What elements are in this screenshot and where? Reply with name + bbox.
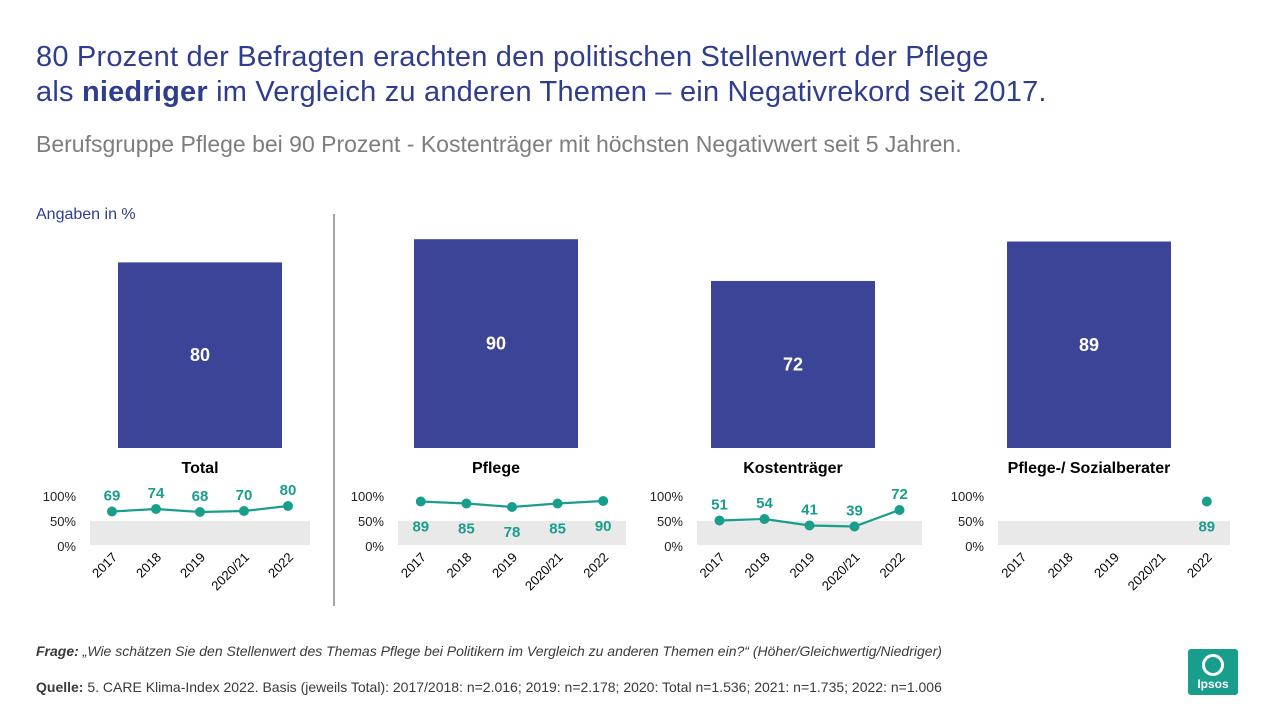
panel-4-x-tick: 2020/21 <box>1125 550 1169 594</box>
panel-4-x-tick: 2018 <box>1045 550 1076 581</box>
panel-1-x-tick: 2018 <box>133 550 164 581</box>
panel-2-y-tick: 100% <box>351 489 385 504</box>
question-label: Frage: <box>36 643 79 659</box>
panel-4-y-tick: 50% <box>958 514 984 529</box>
unit-label: Angaben in % <box>36 206 136 223</box>
panel-3-trend-label: 51 <box>711 497 728 514</box>
panel-2-trend-point <box>598 496 609 506</box>
panel-1-trend-point <box>195 507 205 517</box>
panel-1-bar-value: 80 <box>190 345 210 365</box>
panel-3-x-tick: 2020/21 <box>819 550 863 594</box>
panel-2-trend-point <box>461 498 472 509</box>
panel-3-trend-point <box>759 514 770 524</box>
ipsos-logo: Ipsos <box>1188 649 1238 695</box>
panel-4-bar <box>1007 241 1171 448</box>
title-line-2-pre: als <box>36 76 82 108</box>
panel-2-x-tick: 2019 <box>489 550 520 581</box>
panel-3-x-tick: 2017 <box>697 550 728 581</box>
panel-3-bar-value: 72 <box>783 354 803 374</box>
logo-text: Ipsos <box>1197 677 1229 691</box>
panel-1-bar <box>118 262 282 448</box>
source-label: Quelle: <box>36 679 84 695</box>
panel-2-trend-band <box>398 521 626 545</box>
panel-1-trend-label: 69 <box>104 488 121 505</box>
panel-1-trend-label: 80 <box>280 482 297 499</box>
panel-1-x-tick: 2020/21 <box>208 550 252 594</box>
panel-3-x-tick: 2019 <box>787 550 818 581</box>
panel-3-trend-point <box>714 515 725 526</box>
panel-3-x-tick: 2022 <box>877 550 908 581</box>
panel-2-trend-point <box>507 502 517 512</box>
page-title: 80 Prozent der Befragten erachten den po… <box>36 40 1266 110</box>
panel-2-trend-label: 89 <box>412 519 429 536</box>
panel-1-y-tick: 100% <box>43 489 77 504</box>
panel-3-y-tick: 100% <box>650 489 684 504</box>
panel-2-bar-value: 90 <box>486 334 506 354</box>
panel-4-trend-point <box>1201 496 1212 507</box>
panel-4-y-tick: 0% <box>965 539 984 554</box>
panel-3-y-tick: 0% <box>664 539 683 554</box>
panel-3-trend-point <box>849 521 860 532</box>
panel-1-trend-label: 74 <box>148 485 165 502</box>
title-line-2-post: im Vergleich zu anderen Themen – ein Neg… <box>207 76 1047 108</box>
page-subtitle: Berufsgruppe Pflege bei 90 Prozent - Kos… <box>36 131 962 157</box>
title-line-1: 80 Prozent der Befragten erachten den po… <box>36 41 989 73</box>
panel-1-y-tick: 0% <box>57 539 76 554</box>
panel-2-x-tick: 2022 <box>580 550 611 581</box>
panel-2-trend-label: 85 <box>549 521 566 538</box>
panel-1-trend-point <box>283 501 293 511</box>
panel-1-trend-point <box>107 506 117 517</box>
panel-4-trend-band <box>998 521 1230 545</box>
question-text: „Wie schätzen Sie den Stellenwert des Th… <box>78 643 942 659</box>
source-text: 5. CARE Klima-Index 2022. Basis (jeweils… <box>83 679 942 695</box>
panel-1-trend-point <box>239 506 249 516</box>
panel-2-trend-label: 85 <box>458 521 475 538</box>
panel-1-trend-band <box>90 521 310 545</box>
panel-3-trend-label: 54 <box>756 495 773 512</box>
footer-source: Quelle: 5. CARE Klima-Index 2022. Basis … <box>36 679 1166 695</box>
panel-1-x-tick: 2017 <box>89 550 120 581</box>
panel-1-x-tick: 2022 <box>265 550 296 581</box>
panel-2-trend-label: 78 <box>504 524 521 541</box>
panel-2-x-tick: 2017 <box>398 550 429 581</box>
panel-2-bar <box>414 239 578 448</box>
panel-3-trend-label: 72 <box>891 486 908 503</box>
panel-1-x-tick: 2019 <box>177 550 208 581</box>
panel-2-y-tick: 0% <box>365 539 384 554</box>
panel-4-y-tick: 100% <box>951 489 985 504</box>
panel-2-trend-label: 90 <box>595 518 612 535</box>
panel-1-trend-label: 70 <box>236 487 253 504</box>
panel-1-y-tick: 50% <box>50 514 76 529</box>
panel-3-trend-label: 39 <box>846 503 863 520</box>
panel-2-trend-point <box>552 498 563 509</box>
panel-3-trend-point <box>894 505 905 515</box>
panel-4-x-tick: 2022 <box>1184 550 1215 581</box>
panel-1-title: Total <box>181 460 218 477</box>
panel-3-trend-point <box>804 520 815 531</box>
panel-2-x-tick: 2018 <box>443 550 474 581</box>
panel-1-trend-point <box>151 504 161 514</box>
logo-mark-icon <box>1202 654 1224 676</box>
panel-2-y-tick: 50% <box>358 514 384 529</box>
panel-2-title: Pflege <box>472 460 520 477</box>
panel-3-bar <box>711 280 875 448</box>
panel-4-x-tick: 2019 <box>1091 550 1122 581</box>
panel-4-trend-label: 89 <box>1198 519 1215 536</box>
panel-2-x-tick: 2020/21 <box>522 550 566 594</box>
panel-1-trend-label: 68 <box>192 488 209 505</box>
panel-3-title: Kostenträger <box>743 460 843 477</box>
panel-3-trend-label: 41 <box>801 502 818 519</box>
panel-4-bar-value: 89 <box>1079 335 1099 355</box>
panel-4-x-tick: 2017 <box>998 550 1029 581</box>
panel-4-title: Pflege-/ Sozialberater <box>1008 460 1171 477</box>
panel-3-y-tick: 50% <box>657 514 683 529</box>
panel-3-x-tick: 2018 <box>742 550 773 581</box>
footer-question: Frage: „Wie schätzen Sie den Stellenwert… <box>36 643 1166 659</box>
panel-2-trend-point <box>415 496 426 507</box>
title-emphasis: niedriger <box>81 76 208 108</box>
